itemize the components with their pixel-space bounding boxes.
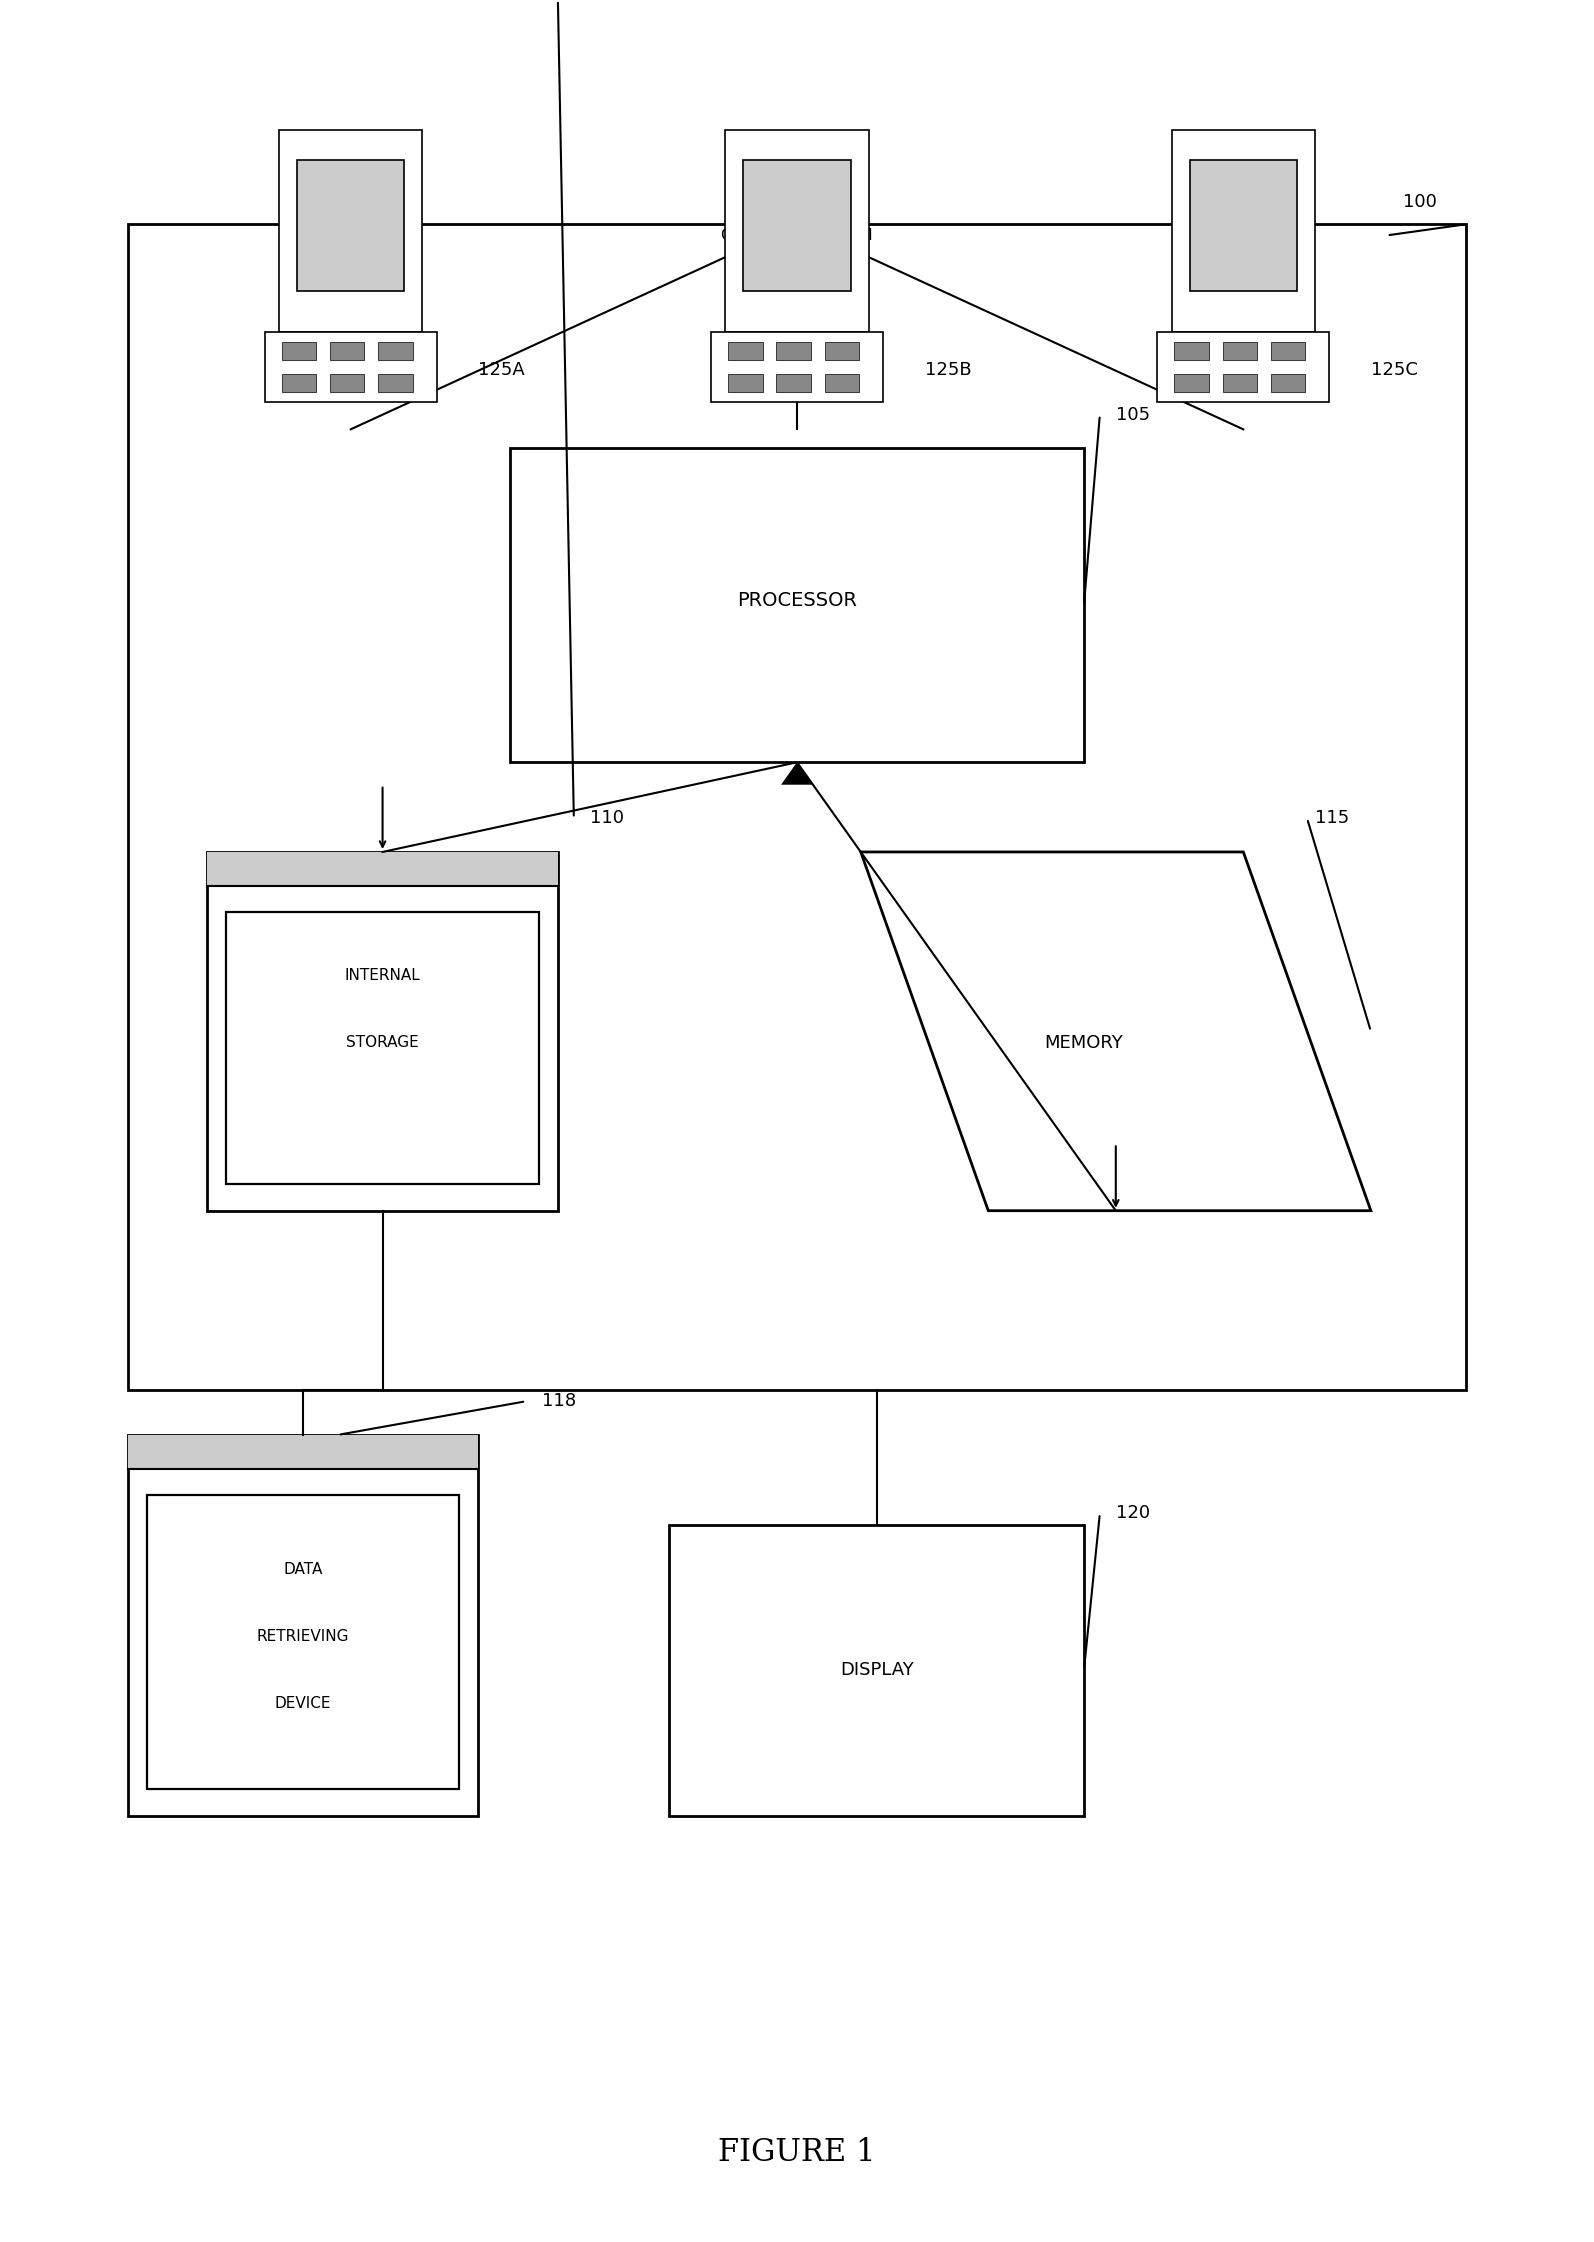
FancyBboxPatch shape bbox=[510, 448, 1084, 762]
FancyBboxPatch shape bbox=[824, 374, 859, 392]
FancyBboxPatch shape bbox=[776, 343, 811, 361]
Text: 118: 118 bbox=[542, 1392, 575, 1410]
FancyBboxPatch shape bbox=[378, 374, 413, 392]
Polygon shape bbox=[861, 852, 1371, 1211]
Text: 125A: 125A bbox=[478, 361, 524, 379]
Text: COMPUTER SYSTEM: COMPUTER SYSTEM bbox=[720, 229, 874, 242]
FancyBboxPatch shape bbox=[1270, 343, 1305, 361]
Text: MEMORY: MEMORY bbox=[1044, 1034, 1124, 1051]
FancyBboxPatch shape bbox=[725, 130, 869, 332]
FancyBboxPatch shape bbox=[1223, 343, 1258, 361]
FancyBboxPatch shape bbox=[207, 852, 558, 1211]
FancyBboxPatch shape bbox=[128, 1435, 478, 1816]
FancyBboxPatch shape bbox=[378, 343, 413, 361]
FancyBboxPatch shape bbox=[711, 332, 883, 404]
FancyBboxPatch shape bbox=[226, 912, 539, 1184]
Text: 120: 120 bbox=[1116, 1504, 1149, 1522]
Text: PROCESSOR: PROCESSOR bbox=[736, 592, 858, 610]
FancyBboxPatch shape bbox=[279, 130, 422, 332]
FancyBboxPatch shape bbox=[282, 343, 316, 361]
FancyBboxPatch shape bbox=[1189, 159, 1298, 291]
FancyBboxPatch shape bbox=[147, 1495, 459, 1789]
FancyBboxPatch shape bbox=[776, 374, 811, 392]
Text: 125C: 125C bbox=[1371, 361, 1417, 379]
Text: 115: 115 bbox=[1315, 809, 1349, 827]
FancyBboxPatch shape bbox=[1175, 374, 1208, 392]
FancyBboxPatch shape bbox=[1223, 374, 1258, 392]
FancyBboxPatch shape bbox=[265, 332, 437, 404]
FancyBboxPatch shape bbox=[128, 1435, 478, 1469]
FancyBboxPatch shape bbox=[728, 343, 762, 361]
Text: STORAGE: STORAGE bbox=[346, 1036, 419, 1049]
FancyBboxPatch shape bbox=[207, 852, 558, 886]
FancyBboxPatch shape bbox=[128, 224, 1466, 1390]
FancyBboxPatch shape bbox=[282, 374, 316, 392]
Text: 105: 105 bbox=[1116, 406, 1149, 424]
Text: DEVICE: DEVICE bbox=[274, 1697, 332, 1711]
Text: 125B: 125B bbox=[925, 361, 971, 379]
FancyBboxPatch shape bbox=[728, 374, 762, 392]
Text: DATA: DATA bbox=[284, 1563, 322, 1576]
Text: RETRIEVING: RETRIEVING bbox=[257, 1630, 349, 1643]
Text: FIGURE 1: FIGURE 1 bbox=[719, 2137, 875, 2168]
FancyBboxPatch shape bbox=[1270, 374, 1305, 392]
FancyBboxPatch shape bbox=[824, 343, 859, 361]
Polygon shape bbox=[781, 762, 813, 785]
Text: INTERNAL: INTERNAL bbox=[344, 969, 421, 982]
Text: 100: 100 bbox=[1403, 193, 1436, 211]
FancyBboxPatch shape bbox=[1172, 130, 1315, 332]
Text: 110: 110 bbox=[590, 809, 623, 827]
FancyBboxPatch shape bbox=[669, 1525, 1084, 1816]
Text: DISPLAY: DISPLAY bbox=[840, 1661, 913, 1679]
FancyBboxPatch shape bbox=[1157, 332, 1329, 404]
FancyBboxPatch shape bbox=[330, 374, 365, 392]
FancyBboxPatch shape bbox=[330, 343, 365, 361]
FancyBboxPatch shape bbox=[743, 159, 851, 291]
FancyBboxPatch shape bbox=[1175, 343, 1208, 361]
FancyBboxPatch shape bbox=[296, 159, 405, 291]
